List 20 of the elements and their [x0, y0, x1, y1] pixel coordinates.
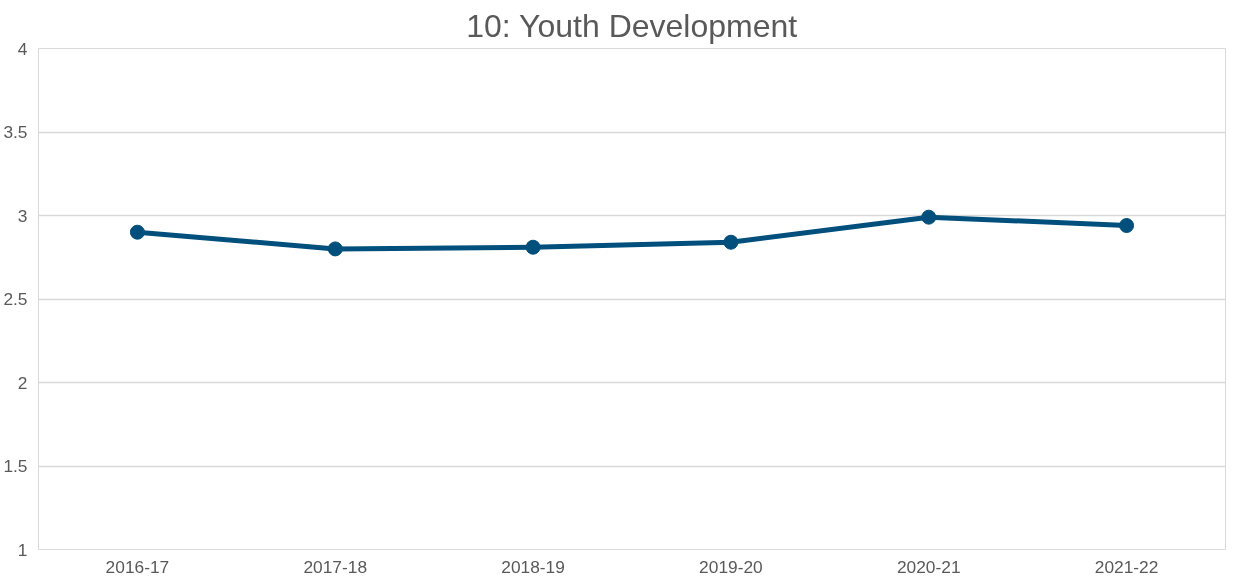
point	[525, 239, 541, 255]
x-tick-label: 2020-21	[896, 556, 961, 577]
y-tick-label: 4	[17, 38, 28, 59]
y-tick-label: 1	[17, 539, 28, 560]
x-tick-label: 2019-20	[699, 556, 763, 577]
point	[921, 209, 937, 225]
x-tick-label: 2016-17	[105, 556, 170, 577]
point	[723, 234, 739, 250]
point	[129, 224, 145, 240]
x-tick-label: 2018-19	[501, 556, 565, 577]
y-tick-label: 3.5	[3, 122, 28, 142]
y-tick-label: 1.5	[3, 456, 28, 476]
point	[1119, 218, 1135, 234]
chart-title: 10: Youth Development	[466, 7, 798, 44]
y-tick-label: 2	[17, 372, 28, 393]
x-tick-label: 2017-18	[303, 556, 368, 577]
y-tick-label: 3	[17, 205, 28, 226]
x-tick-label: 2021-22	[1094, 556, 1159, 577]
y-tick-label: 2.5	[3, 289, 28, 309]
point	[327, 241, 343, 257]
